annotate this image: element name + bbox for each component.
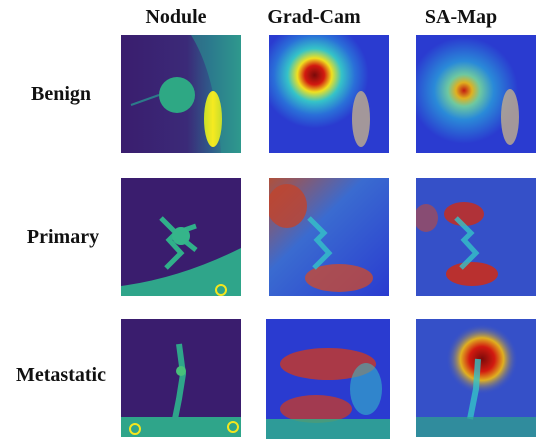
column-header-nodule: Nodule xyxy=(145,6,207,28)
primary-sa-map-image xyxy=(416,178,536,296)
metastatic-nodule-image xyxy=(121,319,241,437)
column-header-sa-map: SA-Map xyxy=(424,6,498,28)
row-label-metastatic: Metastatic xyxy=(16,364,106,386)
benign-sa-map-image xyxy=(416,35,536,153)
column-header-grad-cam: Grad-Cam xyxy=(267,6,361,28)
row-label-primary: Primary xyxy=(26,226,100,248)
metastatic-sa-map-image xyxy=(416,319,536,437)
primary-nodule-image xyxy=(121,178,241,296)
row-label-benign: Benign xyxy=(30,83,92,105)
primary-grad-cam-image xyxy=(269,178,389,296)
benign-nodule-image xyxy=(121,35,241,153)
metastatic-grad-cam-image xyxy=(266,319,390,439)
benign-grad-cam-image xyxy=(269,35,389,153)
